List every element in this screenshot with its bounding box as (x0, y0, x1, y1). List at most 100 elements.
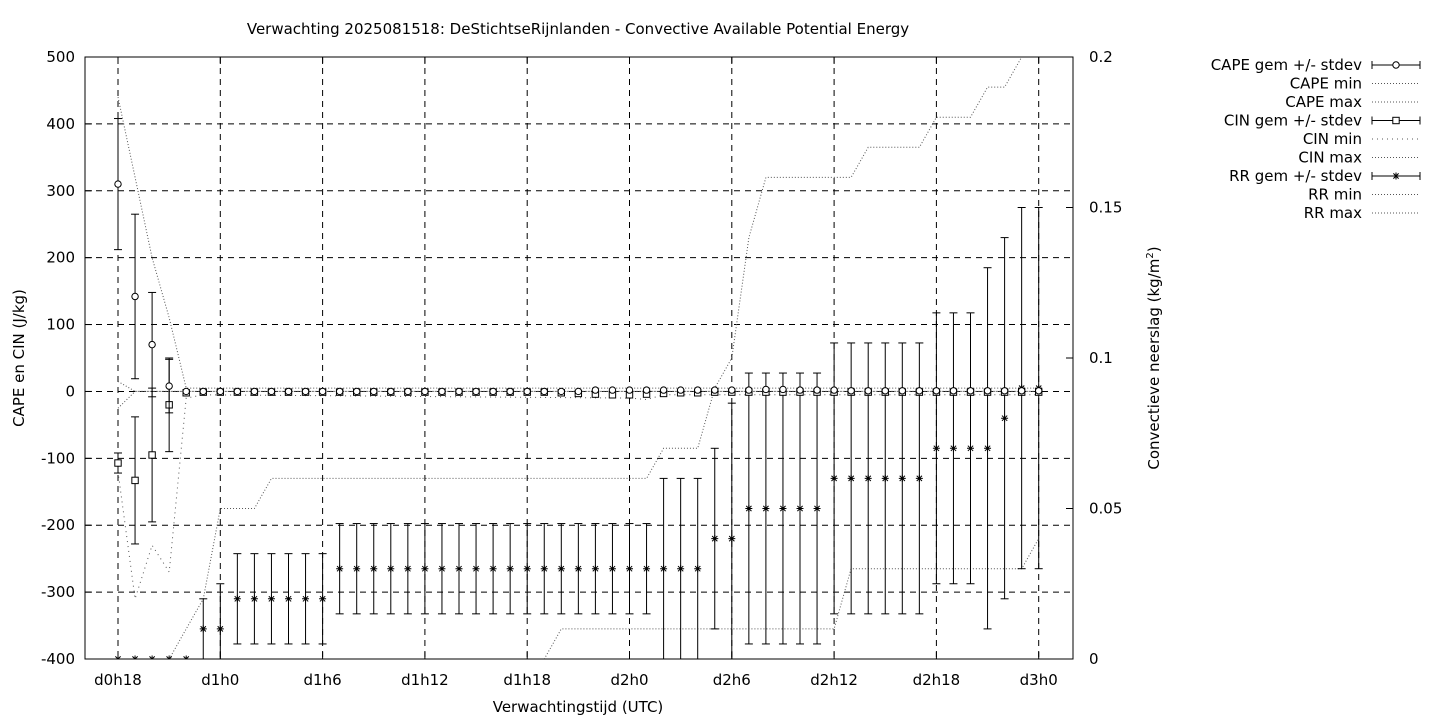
cape-point (574, 387, 583, 396)
cape-max-line (117, 96, 1039, 389)
tick-label-y: -200 (41, 516, 75, 534)
cape-point (370, 387, 378, 396)
rr-point (302, 595, 310, 603)
cape-point (847, 387, 855, 395)
rr-point (523, 565, 531, 573)
cape-point (318, 387, 327, 396)
rr-point (557, 565, 565, 573)
y2-axis-label-end: ) (1145, 246, 1163, 252)
cape-point (591, 386, 600, 394)
rr-point (864, 474, 872, 482)
cape-point (830, 386, 838, 394)
cape-point (301, 387, 310, 396)
rr-point (677, 565, 685, 573)
cape-point (114, 180, 122, 188)
rr-point (540, 565, 548, 573)
tick-label-x: d2h18 (913, 671, 961, 689)
cape-point (489, 387, 497, 396)
cape-point (438, 387, 446, 396)
rr-point (472, 565, 480, 573)
tick-label-x: d1h12 (401, 671, 449, 689)
legend-label: CAPE max (1285, 93, 1362, 111)
cape-point (745, 386, 753, 394)
rr-point (779, 505, 787, 512)
tick-label-x: d2h0 (610, 671, 648, 689)
rr-point (796, 505, 804, 512)
series-layer (114, 57, 1043, 659)
rr-point (881, 474, 889, 482)
rr-point (387, 565, 395, 573)
cape-point (728, 386, 736, 394)
tick-label-x: d2h12 (810, 671, 858, 689)
tick-label-y2: 0 (1089, 650, 1099, 668)
rr-point (711, 535, 719, 543)
rr-point (915, 474, 923, 482)
legend-label: RR min (1308, 186, 1362, 204)
tick-label-y2: 0.05 (1089, 500, 1122, 518)
cape-point (711, 386, 719, 394)
rr-point (455, 565, 463, 573)
rr-point (216, 625, 224, 633)
rr-point (608, 565, 616, 573)
rr-point (643, 565, 651, 573)
rr-point (285, 595, 292, 603)
cape-point (762, 385, 770, 394)
cape-point (881, 387, 889, 395)
cape-point (199, 387, 207, 396)
rr-point (1001, 414, 1009, 422)
chart-title: Verwachting 2025081518: DeStichtseRijnla… (247, 20, 909, 38)
cape-point (796, 386, 804, 394)
cape-point (1035, 387, 1043, 395)
tick-label-y2: 0.15 (1089, 199, 1122, 217)
legend-label: CAPE gem +/- stdev (1211, 56, 1362, 74)
rr-point (353, 565, 361, 573)
y2-axis-label-text: Convectieve neerslag (kg/m (1145, 259, 1163, 470)
cape-point (1000, 387, 1009, 395)
tick-label-y: 100 (46, 316, 75, 334)
ticks: d0h18 d1h0 d1h6 d1h12 d1h18 d2h0 d2h6 d2h12 d2h1… (41, 48, 1122, 689)
rr-point (370, 565, 378, 573)
cape-point (148, 340, 156, 349)
cape-point (813, 386, 821, 394)
tick-label-x: d2h6 (713, 671, 751, 689)
rr-point (574, 565, 582, 573)
rr-point (762, 505, 770, 512)
cape-point (540, 387, 548, 396)
rr-point (949, 444, 957, 452)
rr-point (233, 595, 241, 603)
cape-point (898, 387, 906, 395)
tick-label-x: d0h18 (94, 671, 142, 689)
legend-label: CAPE min (1290, 75, 1362, 93)
cape-point (557, 387, 565, 396)
legend-label: RR gem +/- stdev (1229, 167, 1362, 185)
rr-point (984, 444, 992, 452)
rr-point (336, 565, 344, 573)
cape-point (284, 387, 293, 396)
tick-label-y: 500 (46, 48, 75, 66)
cape-point (182, 387, 190, 396)
tick-label-y: -400 (41, 650, 75, 668)
rr-point (694, 565, 702, 573)
cin-min-line (117, 394, 1039, 599)
rr-point (506, 565, 514, 573)
tick-label-y: 400 (46, 115, 75, 133)
rr-point (830, 474, 838, 482)
legend-label: CIN min (1303, 130, 1362, 148)
cape-point (216, 387, 225, 396)
tick-label-y: 200 (46, 249, 75, 267)
cape-point (864, 387, 872, 395)
cin-point (131, 476, 139, 485)
cape-point (267, 387, 276, 396)
cape-point (694, 386, 702, 394)
rr-point (319, 595, 327, 603)
legend-marker (1392, 116, 1400, 125)
tick-label-y: 300 (46, 182, 75, 200)
legend-marker (1392, 172, 1400, 180)
y-axis-label: CAPE en CIN (J/kg) (10, 289, 28, 427)
cape-point (915, 387, 924, 395)
data-marks (114, 57, 1043, 659)
rr-min-line (118, 538, 1040, 659)
x-axis-label: Verwachtingstijd (UTC) (493, 698, 664, 716)
